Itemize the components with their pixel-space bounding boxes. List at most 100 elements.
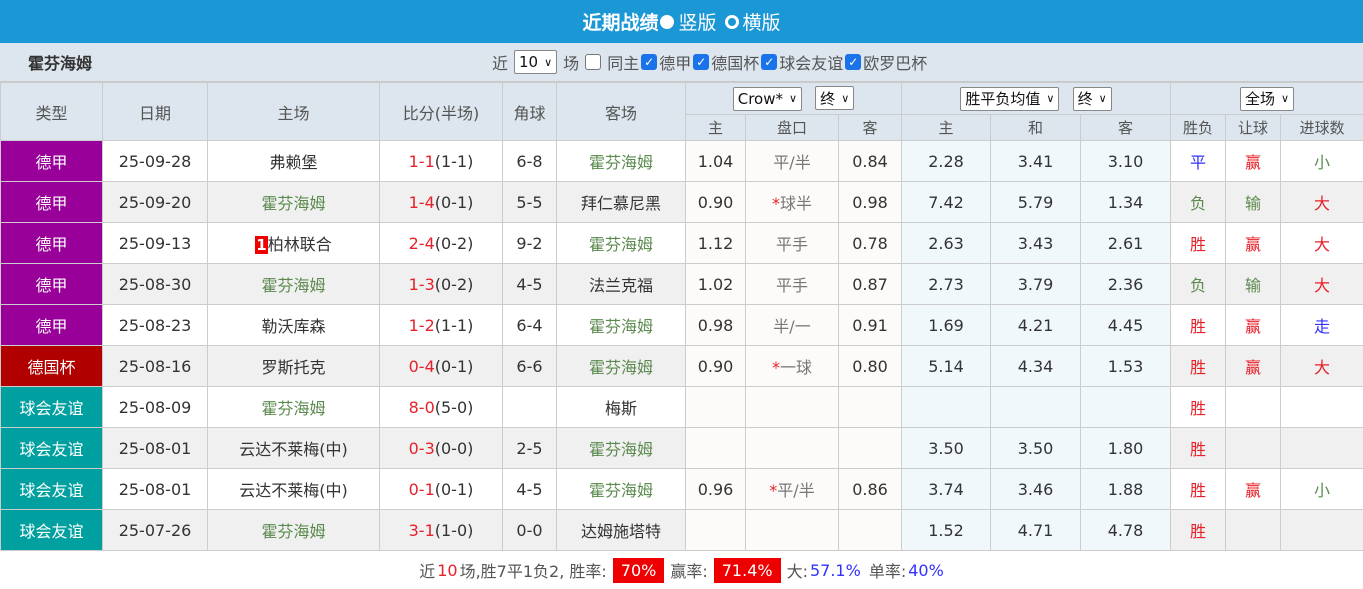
home-team-cell[interactable]: 霍芬海姆: [208, 510, 380, 551]
odds-type-select[interactable]: 胜平负均值∨: [960, 87, 1059, 111]
away-team-cell[interactable]: 梅斯: [557, 387, 686, 428]
ox-draw-odds-text: 4.71: [1018, 521, 1054, 540]
score-cell[interactable]: 1-3(0-2): [380, 264, 503, 305]
score-cell[interactable]: 2-4(0-2): [380, 223, 503, 264]
home-team-cell[interactable]: 罗斯托克: [208, 346, 380, 387]
ox-draw-odds-text: 3.46: [1018, 480, 1054, 499]
home-team-cell[interactable]: 1柏林联合: [208, 223, 380, 264]
score-cell[interactable]: 0-3(0-0): [380, 428, 503, 469]
checkbox-4[interactable]: ✓: [845, 54, 861, 70]
league-cell[interactable]: 球会友谊: [1, 387, 103, 428]
score-cell[interactable]: 1-2(1-1): [380, 305, 503, 346]
hc-away-odds: 0.91: [839, 305, 902, 346]
home-team-name[interactable]: 云达不莱梅(中): [239, 481, 348, 500]
half-score: (0-2): [435, 275, 474, 294]
away-team-cell[interactable]: 法兰克福: [557, 264, 686, 305]
league-cell[interactable]: 德甲: [1, 264, 103, 305]
score-cell[interactable]: 1-4(0-1): [380, 182, 503, 223]
hc-home-odds-text: 1.02: [698, 275, 734, 294]
league-cell[interactable]: 德甲: [1, 223, 103, 264]
checkbox-label[interactable]: 德甲: [659, 50, 691, 74]
period-select[interactable]: 全场∨: [1240, 87, 1294, 111]
home-team-cell[interactable]: 勒沃库森: [208, 305, 380, 346]
score-cell[interactable]: 1-1(1-1): [380, 141, 503, 182]
checkbox-1[interactable]: ✓: [641, 54, 657, 70]
checkbox-2[interactable]: ✓: [693, 54, 709, 70]
league-cell[interactable]: 球会友谊: [1, 510, 103, 551]
away-team-cell[interactable]: 霍芬海姆: [557, 428, 686, 469]
corner-cell: 6-8: [503, 141, 557, 182]
home-team-cell[interactable]: 弗赖堡: [208, 141, 380, 182]
result-cell-text: 负: [1190, 194, 1206, 213]
goals-result-cell: 大: [1281, 264, 1363, 305]
hc-home-odds: 1.02: [686, 264, 746, 305]
hc-line-text: 球半: [780, 194, 812, 213]
checkbox-label[interactable]: 球会友谊: [779, 50, 843, 74]
league-cell[interactable]: 德甲: [1, 182, 103, 223]
home-team-name[interactable]: 弗赖堡: [269, 153, 317, 172]
ah-rate-badge: 71.4%: [714, 558, 781, 583]
home-team-name[interactable]: 柏林联合: [268, 235, 332, 254]
hc-away-odds: 0.78: [839, 223, 902, 264]
league-cell[interactable]: 球会友谊: [1, 469, 103, 510]
league-cell-text: 球会友谊: [19, 399, 83, 418]
radio-horizontal[interactable]: [725, 15, 739, 29]
checkbox-label[interactable]: 德国杯: [711, 50, 759, 74]
home-team-cell[interactable]: 霍芬海姆: [208, 182, 380, 223]
hc-line-cell: *一球: [746, 346, 839, 387]
away-team-cell[interactable]: 霍芬海姆: [557, 305, 686, 346]
league-cell[interactable]: 德甲: [1, 305, 103, 346]
date-cell-text: 25-09-28: [119, 152, 192, 171]
away-team-cell[interactable]: 霍芬海姆: [557, 223, 686, 264]
home-team-cell[interactable]: 云达不莱梅(中): [208, 469, 380, 510]
home-team-name[interactable]: 云达不莱梅(中): [239, 440, 348, 459]
home-team-cell[interactable]: 霍芬海姆: [208, 387, 380, 428]
odds-header: 胜平负均值∨ 终∨: [902, 83, 1171, 115]
home-team-name[interactable]: 霍芬海姆: [261, 522, 325, 541]
home-team-name[interactable]: 霍芬海姆: [261, 276, 325, 295]
ox-draw-odds-text: 4.34: [1018, 357, 1054, 376]
away-team-cell[interactable]: 霍芬海姆: [557, 346, 686, 387]
score-cell-text: 1-3: [409, 275, 435, 294]
league-cell[interactable]: 球会友谊: [1, 428, 103, 469]
radio-horizontal-label[interactable]: 横版: [743, 8, 781, 35]
radio-vertical-label[interactable]: 竖版: [678, 8, 716, 35]
home-team-name[interactable]: 霍芬海姆: [261, 399, 325, 418]
hc-away-odds: 0.87: [839, 264, 902, 305]
score-cell[interactable]: 0-1(0-1): [380, 469, 503, 510]
checkbox-0[interactable]: [585, 54, 601, 70]
score-cell[interactable]: 0-4(0-1): [380, 346, 503, 387]
home-team-name[interactable]: 霍芬海姆: [261, 194, 325, 213]
goals-result-cell: 小: [1281, 141, 1363, 182]
result-cell-text: 胜: [1190, 440, 1206, 459]
home-team-cell[interactable]: 霍芬海姆: [208, 264, 380, 305]
odds-final-select[interactable]: 终∨: [1073, 87, 1112, 111]
date-cell-text: 25-09-20: [119, 193, 192, 212]
checkbox-3[interactable]: ✓: [761, 54, 777, 70]
checkbox-label[interactable]: 同主: [607, 50, 639, 74]
home-team-cell[interactable]: 云达不莱梅(中): [208, 428, 380, 469]
checkbox-label[interactable]: 欧罗巴杯: [863, 50, 927, 74]
recent-count-select[interactable]: 10∨: [514, 50, 557, 74]
handicap-final-select[interactable]: 终∨: [815, 86, 854, 110]
home-team-name[interactable]: 罗斯托克: [261, 358, 325, 377]
away-team-cell[interactable]: 达姆施塔特: [557, 510, 686, 551]
league-cell[interactable]: 德国杯: [1, 346, 103, 387]
hc-line-text: 一球: [780, 358, 812, 377]
league-cell[interactable]: 德甲: [1, 141, 103, 182]
score-cell[interactable]: 8-0(5-0): [380, 387, 503, 428]
away-team-cell[interactable]: 霍芬海姆: [557, 141, 686, 182]
radio-vertical[interactable]: [660, 15, 674, 29]
ah-result-cell: 赢: [1226, 141, 1281, 182]
score-cell[interactable]: 3-1(1-0): [380, 510, 503, 551]
result-cell: 胜: [1171, 469, 1226, 510]
date-cell-text: 25-07-26: [119, 521, 192, 540]
home-team-name[interactable]: 勒沃库森: [261, 317, 325, 336]
league-cell-text: 德甲: [35, 153, 67, 172]
away-team-cell[interactable]: 拜仁慕尼黑: [557, 182, 686, 223]
away-team-cell[interactable]: 霍芬海姆: [557, 469, 686, 510]
chevron-down-icon: ∨: [1046, 92, 1054, 105]
company-select[interactable]: Crow*∨: [733, 87, 802, 111]
result-cell-text: 负: [1190, 276, 1206, 295]
